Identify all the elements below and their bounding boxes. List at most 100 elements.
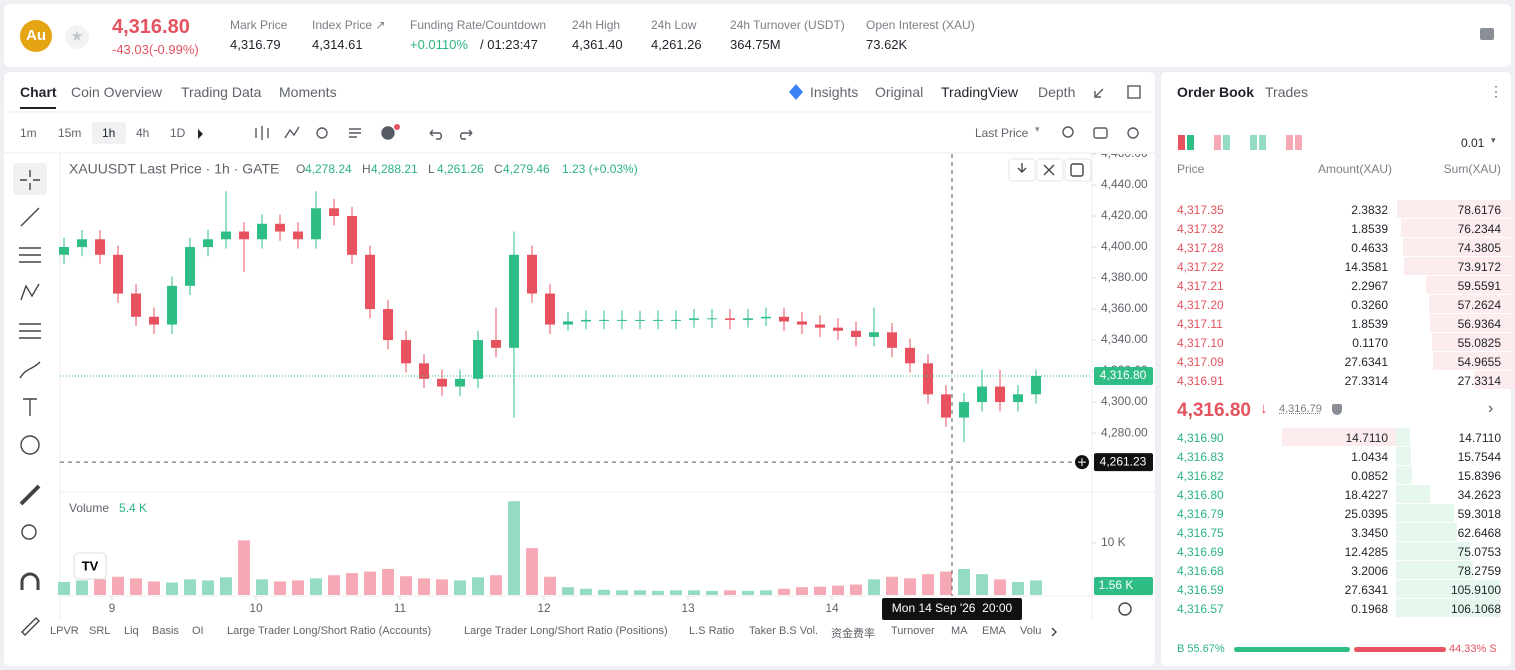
volume-bar (670, 590, 683, 595)
ob-sum: 54.9655 (1457, 355, 1501, 369)
search-icon[interactable] (1062, 126, 1074, 138)
ob-view-icon[interactable] (1178, 135, 1185, 150)
ob-view-icon[interactable] (1187, 135, 1194, 150)
candle-body (455, 378, 466, 387)
measure-tool[interactable] (19, 484, 41, 506)
stat-extra: / 01:23:47 (480, 37, 538, 52)
ob-sell-bar (1354, 647, 1446, 652)
indicator[interactable]: Basis (152, 625, 179, 637)
template-icon[interactable] (349, 128, 361, 138)
ob-more[interactable]: › (1488, 400, 1494, 417)
scroll-right[interactable] (1051, 627, 1057, 637)
indicator[interactable]: Large Trader Long/Short Ratio (Accounts) (227, 625, 432, 637)
interval[interactable]: 1m (20, 126, 37, 140)
indicator[interactable]: LPVR (50, 625, 79, 637)
maximize-icon[interactable] (1070, 163, 1084, 177)
brush-tool[interactable] (19, 361, 41, 379)
ob-sum: 106.1068 (1450, 602, 1501, 616)
crosshair-tool[interactable] (20, 170, 40, 190)
ob-view-icon[interactable] (1250, 135, 1257, 150)
candle-body (581, 319, 592, 322)
indicator[interactable]: SRL (89, 625, 111, 637)
indicator[interactable]: Taker B.S Vol. (749, 625, 819, 637)
fullscreen-icon[interactable] (1094, 88, 1104, 98)
ob-view-icon[interactable] (1214, 135, 1221, 150)
indicator-icon[interactable] (284, 126, 300, 139)
active-interval (92, 122, 126, 144)
ob-view-icon[interactable] (1286, 135, 1293, 150)
indicator[interactable]: Liq (124, 625, 139, 637)
ob-precision-caret[interactable]: ▾ (1491, 135, 1496, 145)
candle-body (599, 319, 610, 321)
arrow-icon[interactable] (1017, 163, 1027, 173)
indicator[interactable]: Turnover (891, 625, 935, 637)
replay-icon[interactable] (316, 127, 328, 139)
view-tab[interactable]: Original (875, 84, 924, 100)
magnet-tool[interactable] (20, 572, 40, 590)
fib-tool[interactable] (19, 247, 41, 263)
indicator[interactable]: Volu (1020, 625, 1042, 637)
indicator[interactable]: OI (192, 625, 204, 637)
volume-bar (562, 587, 575, 595)
candle-body (617, 319, 628, 321)
view-tab[interactable]: Depth (1038, 84, 1076, 100)
candle-body (203, 239, 214, 248)
candle-type-icon[interactable] (255, 126, 269, 140)
ob-precision[interactable]: 0.01 (1461, 136, 1485, 150)
dropdown-caret[interactable] (198, 129, 203, 139)
ob-depth-bar (1400, 219, 1515, 237)
favorite-star[interactable]: ★ (65, 25, 89, 49)
indicator[interactable]: MA (951, 625, 968, 637)
window-icon[interactable] (1127, 85, 1141, 99)
chart-tab[interactable]: Chart (20, 84, 57, 100)
indicator[interactable]: 资金费率 (831, 628, 875, 640)
indicator[interactable]: Large Trader Long/Short Ratio (Positions… (464, 625, 668, 637)
view-tab[interactable]: Insights (810, 84, 859, 100)
chart-tab[interactable]: Moments (279, 84, 337, 100)
collapse-icon[interactable] (1043, 164, 1055, 176)
price-type[interactable]: Last Price (975, 126, 1029, 140)
interval[interactable]: 1D (170, 126, 186, 140)
chart-tab[interactable]: Coin Overview (71, 84, 163, 100)
line-tool[interactable] (20, 207, 40, 227)
chart-tab[interactable]: Trading Data (181, 84, 262, 100)
redo-icon[interactable] (460, 129, 473, 140)
ob-tab[interactable]: Trades (1265, 84, 1309, 100)
pattern-tool[interactable] (20, 283, 40, 301)
view-tab[interactable]: TradingView (941, 84, 1019, 100)
ob-shield (1332, 404, 1342, 415)
projection-tool[interactable] (19, 323, 41, 339)
ob-view-icon[interactable] (1223, 135, 1230, 150)
interval[interactable]: 15m (58, 126, 82, 140)
ob-price: 4,316.90 (1177, 431, 1224, 445)
indicator[interactable]: L.S Ratio (689, 625, 735, 637)
ob-amount: 2.2967 (1351, 279, 1388, 293)
ob-sum: 59.3018 (1457, 507, 1501, 521)
ob-tab[interactable]: Order Book (1177, 84, 1255, 100)
add-icon[interactable] (381, 126, 395, 140)
emoji-tool[interactable] (20, 435, 40, 455)
interval[interactable]: 1h (102, 126, 116, 140)
ohlc-value: 4,288.21 (371, 162, 418, 176)
pencil-tool[interactable] (21, 617, 40, 636)
volume-bar (220, 577, 233, 595)
ob-sum: 55.0825 (1457, 336, 1501, 350)
ob-view-icon[interactable] (1259, 135, 1266, 150)
volume-bar (814, 586, 827, 595)
text-tool[interactable] (23, 398, 37, 416)
undo-icon[interactable] (429, 129, 442, 140)
screenshot-icon[interactable] (1093, 127, 1108, 139)
settings-icon[interactable] (1127, 127, 1139, 139)
settings-icon[interactable] (1118, 602, 1132, 616)
crosshair-time-label: Mon 14 Sep '26 20:00 (892, 601, 1013, 615)
interval[interactable]: 4h (136, 126, 150, 140)
price-type-caret[interactable]: ▾ (1035, 124, 1040, 134)
zoom-tool[interactable] (21, 524, 37, 540)
ob-menu[interactable]: ⋮ (1489, 83, 1503, 99)
ob-price: 4,317.32 (1177, 222, 1224, 236)
candle-body (383, 309, 394, 341)
indicator[interactable]: EMA (982, 625, 1006, 637)
layout-icon[interactable] (1480, 28, 1494, 40)
ob-view-icon[interactable] (1295, 135, 1302, 150)
crosshair-price-tag (1094, 453, 1153, 472)
